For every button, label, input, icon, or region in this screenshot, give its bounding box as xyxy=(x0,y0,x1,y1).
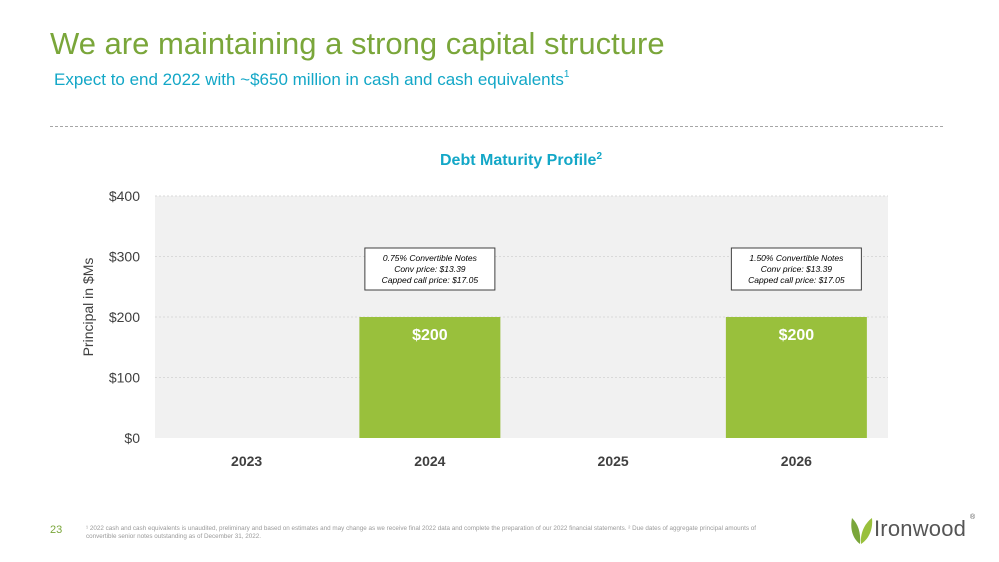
page-number: 23 xyxy=(50,524,63,536)
y-tick-label: $400 xyxy=(109,188,140,204)
page-title: We are maintaining a strong capital stru… xyxy=(50,26,665,61)
x-tick-label: 2023 xyxy=(231,453,262,469)
subtitle-footnote-marker: 1 xyxy=(563,69,570,80)
x-tick-label: 2024 xyxy=(414,453,445,469)
annotation-text: Conv price: $13.39 xyxy=(761,264,833,274)
page-subtitle: Expect to end 2022 with ~$650 million in… xyxy=(54,69,570,90)
y-tick-label: $200 xyxy=(109,309,140,325)
y-tick-label: $0 xyxy=(124,430,140,446)
logo-text: Ironwood xyxy=(874,516,967,541)
annotation-box xyxy=(730,247,862,291)
annotation-box xyxy=(364,247,496,291)
x-tick-label: 2026 xyxy=(781,453,812,469)
bar xyxy=(359,317,501,438)
header-divider xyxy=(50,126,943,127)
annotation-text: Capped call price: $17.05 xyxy=(748,275,845,285)
bar-data-label: $200 xyxy=(412,327,448,344)
annotation-text: 0.75% Convertible Notes xyxy=(383,253,478,263)
annotation-text: 1.50% Convertible Notes xyxy=(749,253,844,263)
subtitle-text: Expect to end 2022 with ~$650 million in… xyxy=(54,70,564,89)
chart-title: Debt Maturity Profile2 xyxy=(440,151,602,169)
bar-data-label: $200 xyxy=(779,327,815,344)
y-tick-label: $300 xyxy=(109,249,140,265)
annotation-text: Capped call price: $17.05 xyxy=(382,275,479,285)
y-tick-label: $100 xyxy=(109,370,140,386)
y-axis-label: Principal in $Ms xyxy=(80,258,96,357)
logo-registered-mark: ® xyxy=(970,514,976,521)
annotation-text: Conv price: $13.39 xyxy=(394,264,466,274)
company-logo: Ironwood ® xyxy=(846,512,981,548)
leaf-icon xyxy=(851,518,873,544)
bar xyxy=(725,317,867,438)
footnotes: ¹ 2022 cash and cash equivalents is unau… xyxy=(86,525,756,540)
x-tick-label: 2025 xyxy=(598,453,629,469)
